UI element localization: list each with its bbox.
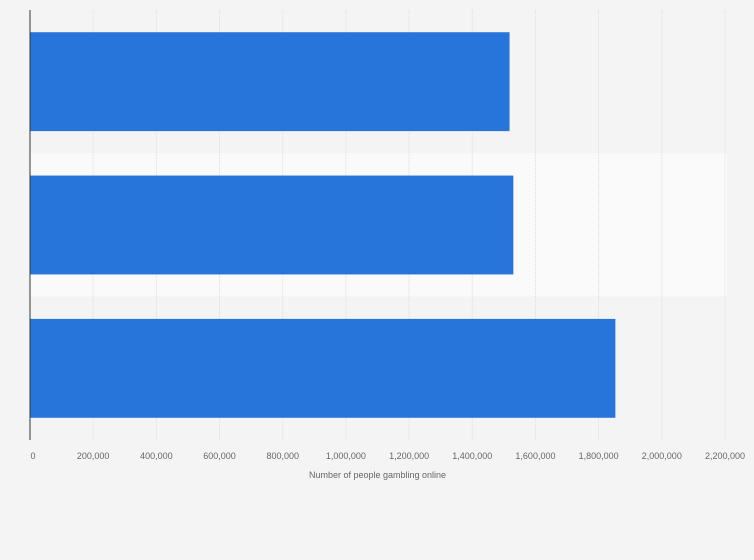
x-axis-title: Number of people gambling online xyxy=(309,470,446,480)
bar[interactable] xyxy=(30,32,510,132)
x-tick-label: 400,000 xyxy=(140,451,173,461)
x-tick-label: 200,000 xyxy=(77,451,110,461)
x-tick-labels: 0 200,000 400,000 600,000 800,000 1,000,000 1,… xyxy=(30,451,745,461)
x-tick-label: 1,600,000 xyxy=(515,451,555,461)
x-tick-label: 1,800,000 xyxy=(579,451,619,461)
bar[interactable] xyxy=(30,318,616,418)
x-tick-label: 800,000 xyxy=(266,451,299,461)
bar[interactable] xyxy=(30,175,514,275)
x-tick-label: 2,000,000 xyxy=(642,451,682,461)
x-tick-label: 1,000,000 xyxy=(326,451,366,461)
x-tick-label: 1,400,000 xyxy=(452,451,492,461)
x-tick-label: 600,000 xyxy=(203,451,236,461)
bars xyxy=(30,32,616,418)
x-tick-label: 0 xyxy=(30,451,35,461)
x-tick-label: 2,200,000 xyxy=(705,451,745,461)
x-tick-label: 1,200,000 xyxy=(389,451,429,461)
